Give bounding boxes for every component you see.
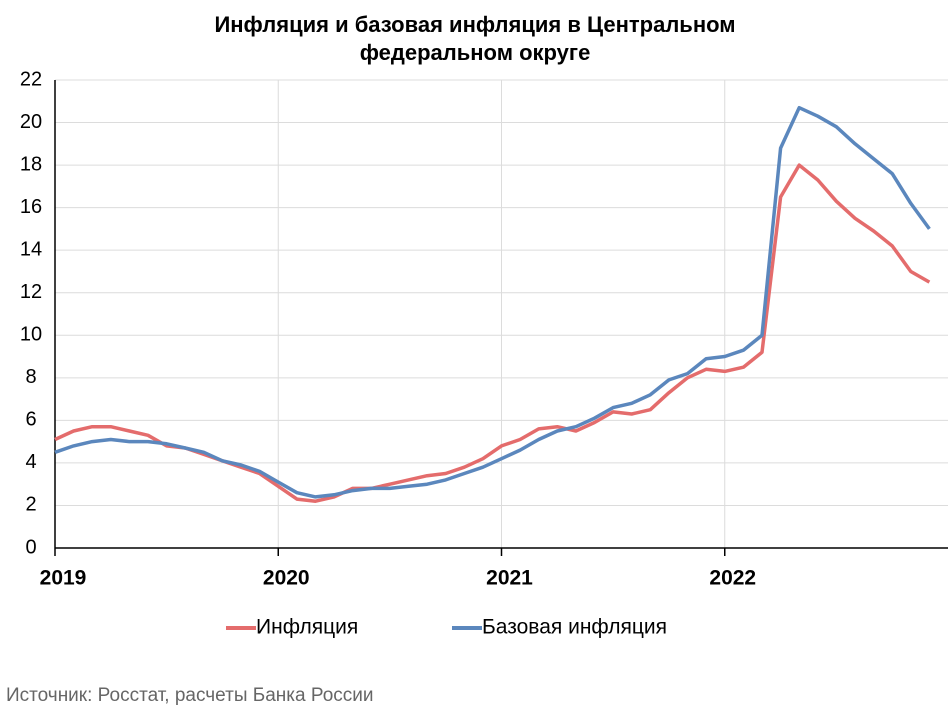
x-tick-label: 2019 [40, 567, 87, 590]
x-tick-label: 2020 [263, 567, 310, 590]
y-tick-label: 16 [20, 196, 42, 218]
x-tick-label: 2022 [709, 567, 756, 590]
legend-label: Инфляция [256, 616, 358, 639]
x-tick-label: 2021 [486, 567, 533, 590]
y-tick-label: 4 [25, 451, 36, 473]
title-line: Инфляция и базовая инфляция в Центрально… [214, 12, 735, 37]
y-tick-label: 6 [25, 409, 36, 431]
y-tick-label: 12 [20, 281, 42, 303]
y-tick-label: 8 [25, 366, 36, 388]
y-tick-label: 20 [20, 111, 42, 133]
title-line: федеральном округе [360, 40, 591, 65]
source-note: Источник: Росстат, расчеты Банка России [6, 685, 374, 706]
chart-title: Инфляция и базовая инфляция в Центрально… [214, 12, 735, 65]
line-series [54, 163, 931, 503]
y-tick-label: 2 [25, 494, 36, 516]
line-series [54, 105, 931, 499]
y-tick-label: 22 [20, 68, 42, 90]
y-tick-label: 0 [25, 536, 36, 558]
legend-label: Базовая инфляция [482, 616, 667, 639]
y-tick-label: 18 [20, 153, 42, 175]
y-tick-label: 14 [20, 238, 42, 260]
y-tick-label: 10 [20, 324, 42, 346]
